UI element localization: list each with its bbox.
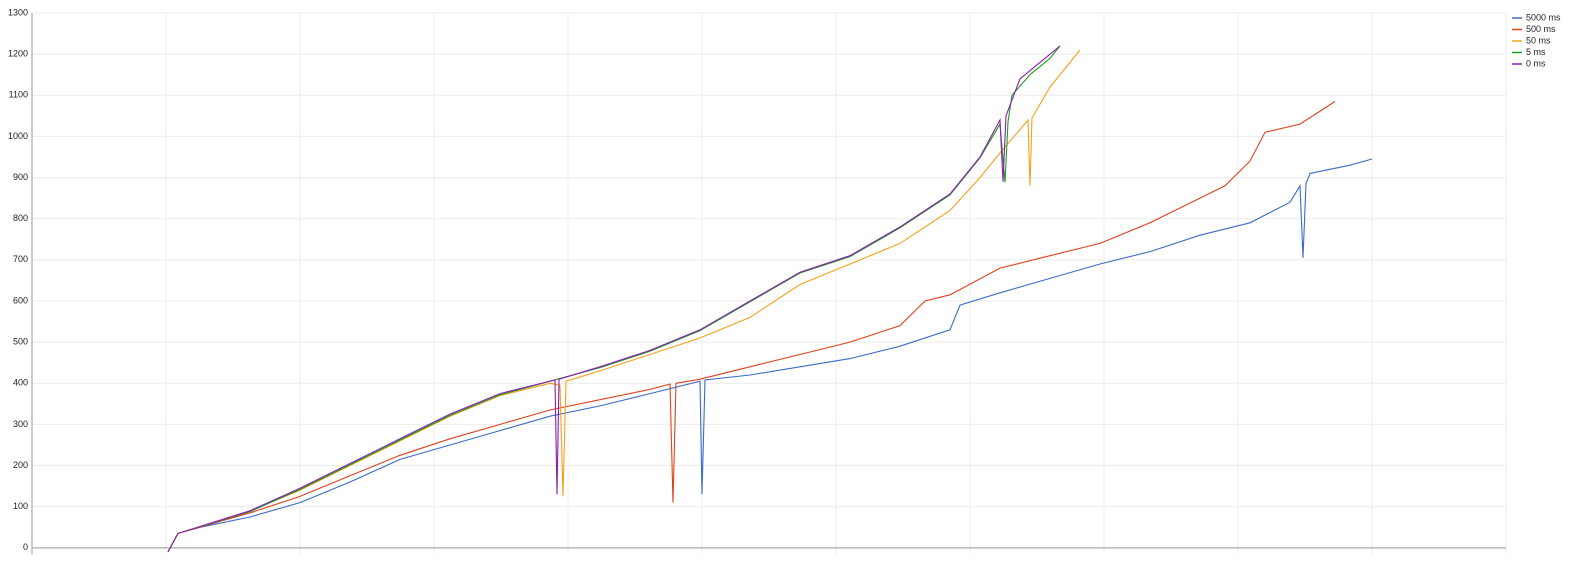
series-line	[167, 158, 1373, 553]
series-line	[167, 45, 1061, 553]
series-line	[167, 101, 1336, 553]
y-tick-label: 1000	[8, 131, 28, 141]
y-tick-label: 700	[13, 254, 28, 264]
y-tick-label: 1300	[8, 7, 28, 17]
y-tick-label: 400	[13, 378, 28, 388]
y-tick-label: 800	[13, 213, 28, 223]
series-line	[167, 49, 1081, 553]
y-tick-label: 0	[23, 542, 28, 552]
y-tick-label: 500	[13, 337, 28, 347]
legend-label: 0 ms	[1526, 58, 1546, 68]
y-tick-label: 900	[13, 172, 28, 182]
y-tick-label: 200	[13, 460, 28, 470]
y-tick-label: 100	[13, 501, 28, 511]
legend-label: 50 ms	[1526, 35, 1551, 45]
y-tick-label: 1100	[9, 90, 28, 100]
y-tick-label: 600	[13, 295, 28, 305]
legend-label: 500 ms	[1526, 24, 1556, 34]
y-tick-label: 300	[13, 419, 28, 429]
legend-label: 5000 ms	[1526, 12, 1561, 22]
legend-label: 5 ms	[1526, 47, 1546, 57]
series-line	[167, 45, 1061, 553]
y-tick-label: 1200	[8, 49, 28, 59]
